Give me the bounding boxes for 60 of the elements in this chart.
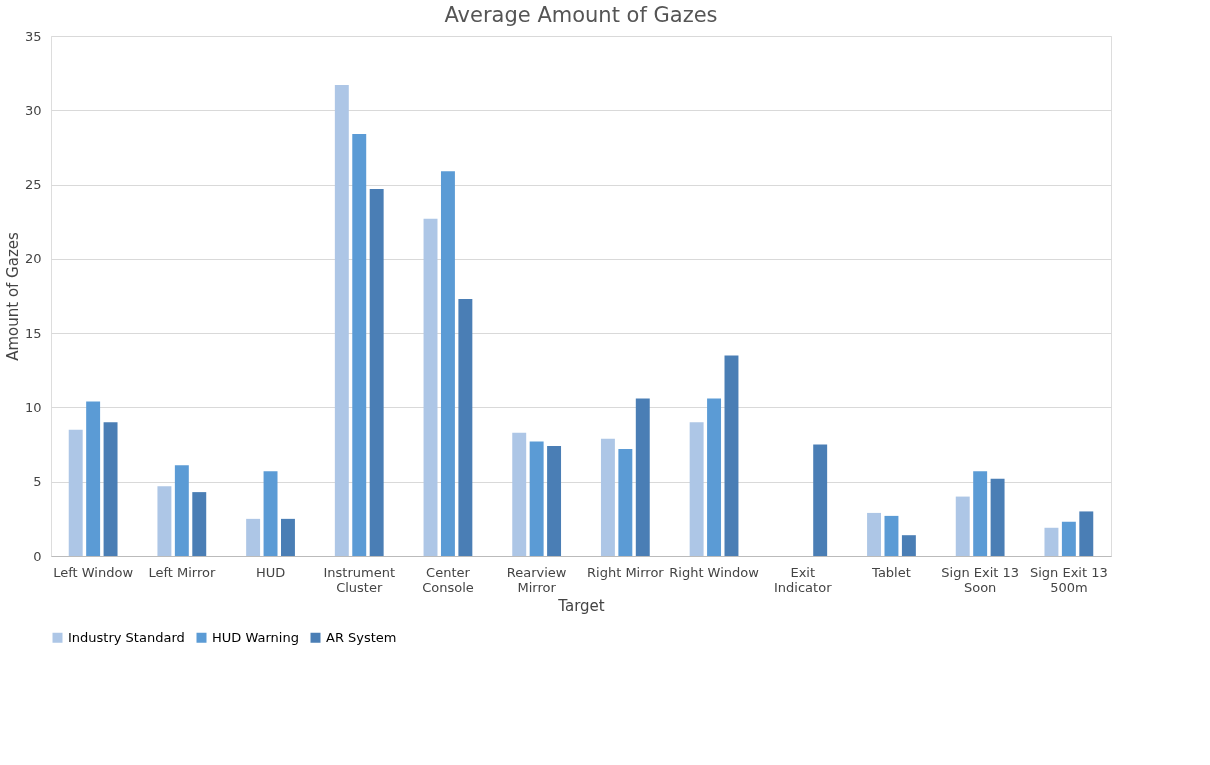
bar — [813, 444, 828, 556]
bar — [263, 471, 278, 556]
bar — [103, 422, 118, 556]
bar — [990, 478, 1005, 556]
y-tick-label: 35 — [24, 28, 42, 44]
bar — [68, 429, 83, 556]
bar — [280, 518, 295, 556]
bar — [707, 398, 722, 556]
x-tick-label: Exit Indicator — [774, 564, 833, 595]
legend-label: Industry Standard — [68, 629, 185, 645]
bar — [600, 438, 615, 556]
bar — [973, 471, 988, 556]
chart-title: Average Amount of Gazes — [444, 3, 718, 27]
bar — [955, 496, 970, 556]
bar — [157, 486, 172, 556]
bar — [440, 171, 455, 556]
bar — [334, 85, 349, 556]
bar — [867, 512, 882, 556]
y-tick-label: 20 — [24, 251, 42, 267]
bar — [547, 446, 562, 556]
y-tick-label: 15 — [24, 325, 42, 341]
bar — [529, 441, 544, 556]
y-axis-title: Amount of Gazes — [3, 231, 22, 361]
x-tick-label: Right Window — [669, 564, 760, 580]
bar — [724, 355, 739, 556]
x-tick-label: Center Console — [422, 564, 474, 595]
legend-label: AR System — [326, 629, 397, 645]
bar — [458, 298, 473, 556]
bar — [1079, 511, 1094, 556]
y-tick-label: 5 — [33, 474, 42, 490]
bar — [884, 515, 899, 556]
x-tick-label: Instrument Cluster — [323, 564, 396, 595]
x-tick-label: Left Mirror — [148, 564, 216, 580]
x-axis-title: Target — [557, 596, 605, 615]
x-tick-label: Sign Exit 13 500m — [1029, 564, 1108, 595]
bar — [512, 432, 527, 556]
bar — [192, 492, 207, 556]
bar — [423, 218, 438, 556]
bar — [246, 518, 261, 556]
y-tick-label: 30 — [24, 102, 42, 118]
bar — [1044, 527, 1059, 556]
bar — [689, 422, 704, 556]
x-tick-label: HUD — [255, 564, 286, 580]
bar — [901, 535, 916, 556]
bar — [174, 465, 189, 556]
x-tick-label: Right Mirror — [587, 564, 665, 580]
x-tick-label: Sign Exit 13 Soon — [941, 564, 1020, 595]
bar — [1061, 521, 1076, 556]
x-tick-label: Tablet — [871, 564, 911, 580]
bar — [86, 401, 101, 556]
bar — [635, 398, 650, 556]
y-tick-label: 10 — [24, 399, 42, 415]
y-tick-label: 0 — [33, 548, 42, 564]
y-tick-label: 25 — [24, 177, 42, 193]
x-tick-label: Left Window — [53, 564, 134, 580]
bar — [369, 189, 384, 556]
bar — [618, 449, 633, 556]
legend-label: HUD Warning — [212, 629, 299, 645]
x-tick-label: Rearview Mirror — [506, 564, 567, 595]
bar — [352, 134, 367, 556]
